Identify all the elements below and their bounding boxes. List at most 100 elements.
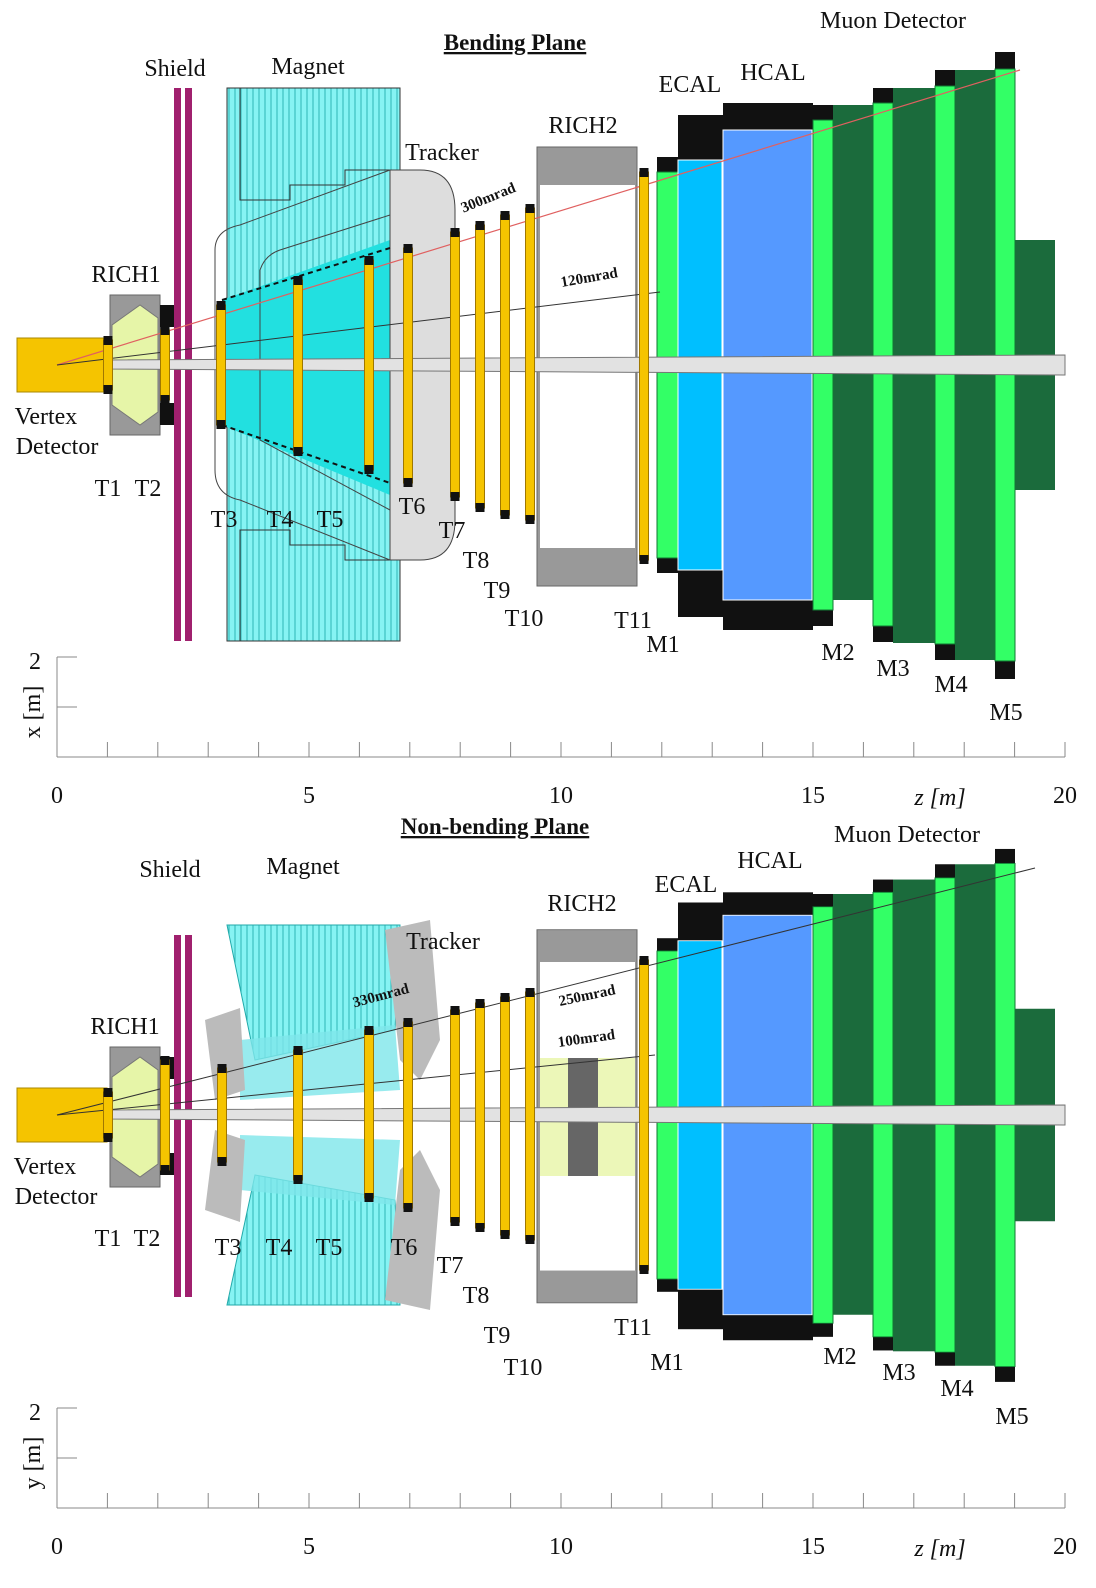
x-tick-label: 10 [549,1534,573,1560]
station-cap [476,221,485,230]
station [365,260,374,470]
component-label: M1 [650,1350,683,1376]
station-cap [501,510,510,519]
station [476,225,485,508]
component-label: RICH1 [90,1014,159,1040]
station-cap [640,1265,649,1274]
component-label: T9 [484,1323,511,1349]
bending-plane [17,52,1065,679]
station-cap [526,204,535,213]
station [217,305,226,425]
x-tick-label: 0 [51,783,63,809]
station-cap [218,1064,227,1073]
component-label: M2 [823,1344,856,1370]
component-label: M3 [882,1360,915,1386]
component-label: Shield [139,857,200,883]
component-label: Vertex [15,404,78,430]
station-cap [640,555,649,564]
station [218,1068,227,1162]
component-label: T5 [316,1235,343,1261]
x-axis-label: z [m] [913,785,965,811]
component-label: T7 [439,518,466,544]
component-label: Tracker [405,140,479,166]
station-cap [404,244,413,253]
component-label: M2 [821,640,854,666]
x-tick-label: 0 [51,1534,63,1560]
station-cap [526,988,535,997]
station [526,992,535,1240]
component-label: RICH2 [547,891,616,917]
station-cap [476,999,485,1008]
component-label: T8 [463,548,490,574]
component-label: T2 [135,476,162,502]
station [365,1030,374,1198]
station-cap [404,1203,413,1212]
station [501,215,510,515]
panel-title: Non-bending Plane [401,814,590,839]
component-label: Muon Detector [820,8,966,34]
component-label: M5 [995,1404,1028,1430]
station-cap [404,478,413,487]
component-label: RICH1 [91,262,160,288]
station [501,997,510,1235]
station-cap [640,956,649,965]
angle-label: 300mrad [459,180,519,217]
y-tick-label: 2 [29,1400,41,1426]
x-tick-label: 20 [1053,1534,1077,1560]
station-cap [365,1026,374,1035]
station [640,960,649,1270]
station-cap [104,1133,113,1142]
component-label: M4 [934,672,967,698]
station-cap [365,256,374,265]
component-label: T6 [399,494,426,520]
component-label: Magnet [266,854,340,880]
component-label: M5 [989,700,1022,726]
station-cap [451,492,460,501]
station-cap [501,211,510,220]
station-cap [451,1006,460,1015]
station [294,1050,303,1180]
station [104,340,113,390]
component-label: T4 [266,1235,293,1261]
station-cap [640,168,649,177]
component-label: HCAL [737,848,802,874]
station [104,1092,113,1138]
station-cap [526,1235,535,1244]
component-label: HCAL [740,60,805,86]
x-tick-label: 15 [801,783,825,809]
station [161,1060,170,1170]
component-label: Magnet [271,54,345,80]
station-cap [104,1088,113,1097]
x-tick-label: 5 [303,1534,315,1560]
station [451,232,460,497]
component-label: M4 [940,1376,973,1402]
station-cap [104,385,113,394]
x-tick-label: 15 [801,1534,825,1560]
component-label: M3 [876,656,909,682]
x-tick-label: 10 [549,783,573,809]
component-label: Shield [144,56,205,82]
station-cap [161,326,170,335]
station-cap [161,395,170,404]
component-label: T3 [211,507,238,533]
station-cap [294,1175,303,1184]
station-cap [451,228,460,237]
component-label: Tracker [406,929,480,955]
component-label: T2 [134,1226,161,1252]
station-cap [451,1217,460,1226]
station-cap [161,1056,170,1065]
x-tick-label: 5 [303,783,315,809]
station-cap [476,503,485,512]
component-label: Muon Detector [834,822,980,848]
detector-diagram: Bending Plane Muon Detector Shield Magnet Tr… [0,0,1096,1588]
station-cap [526,515,535,524]
panel-title: Bending Plane [444,30,587,55]
station [526,208,535,520]
component-label: T1 [95,1226,122,1252]
component-label: T11 [614,1315,652,1341]
station [404,1022,413,1208]
station-cap [404,1018,413,1027]
station [476,1003,485,1228]
station [451,1010,460,1222]
component-label: T6 [391,1235,418,1261]
